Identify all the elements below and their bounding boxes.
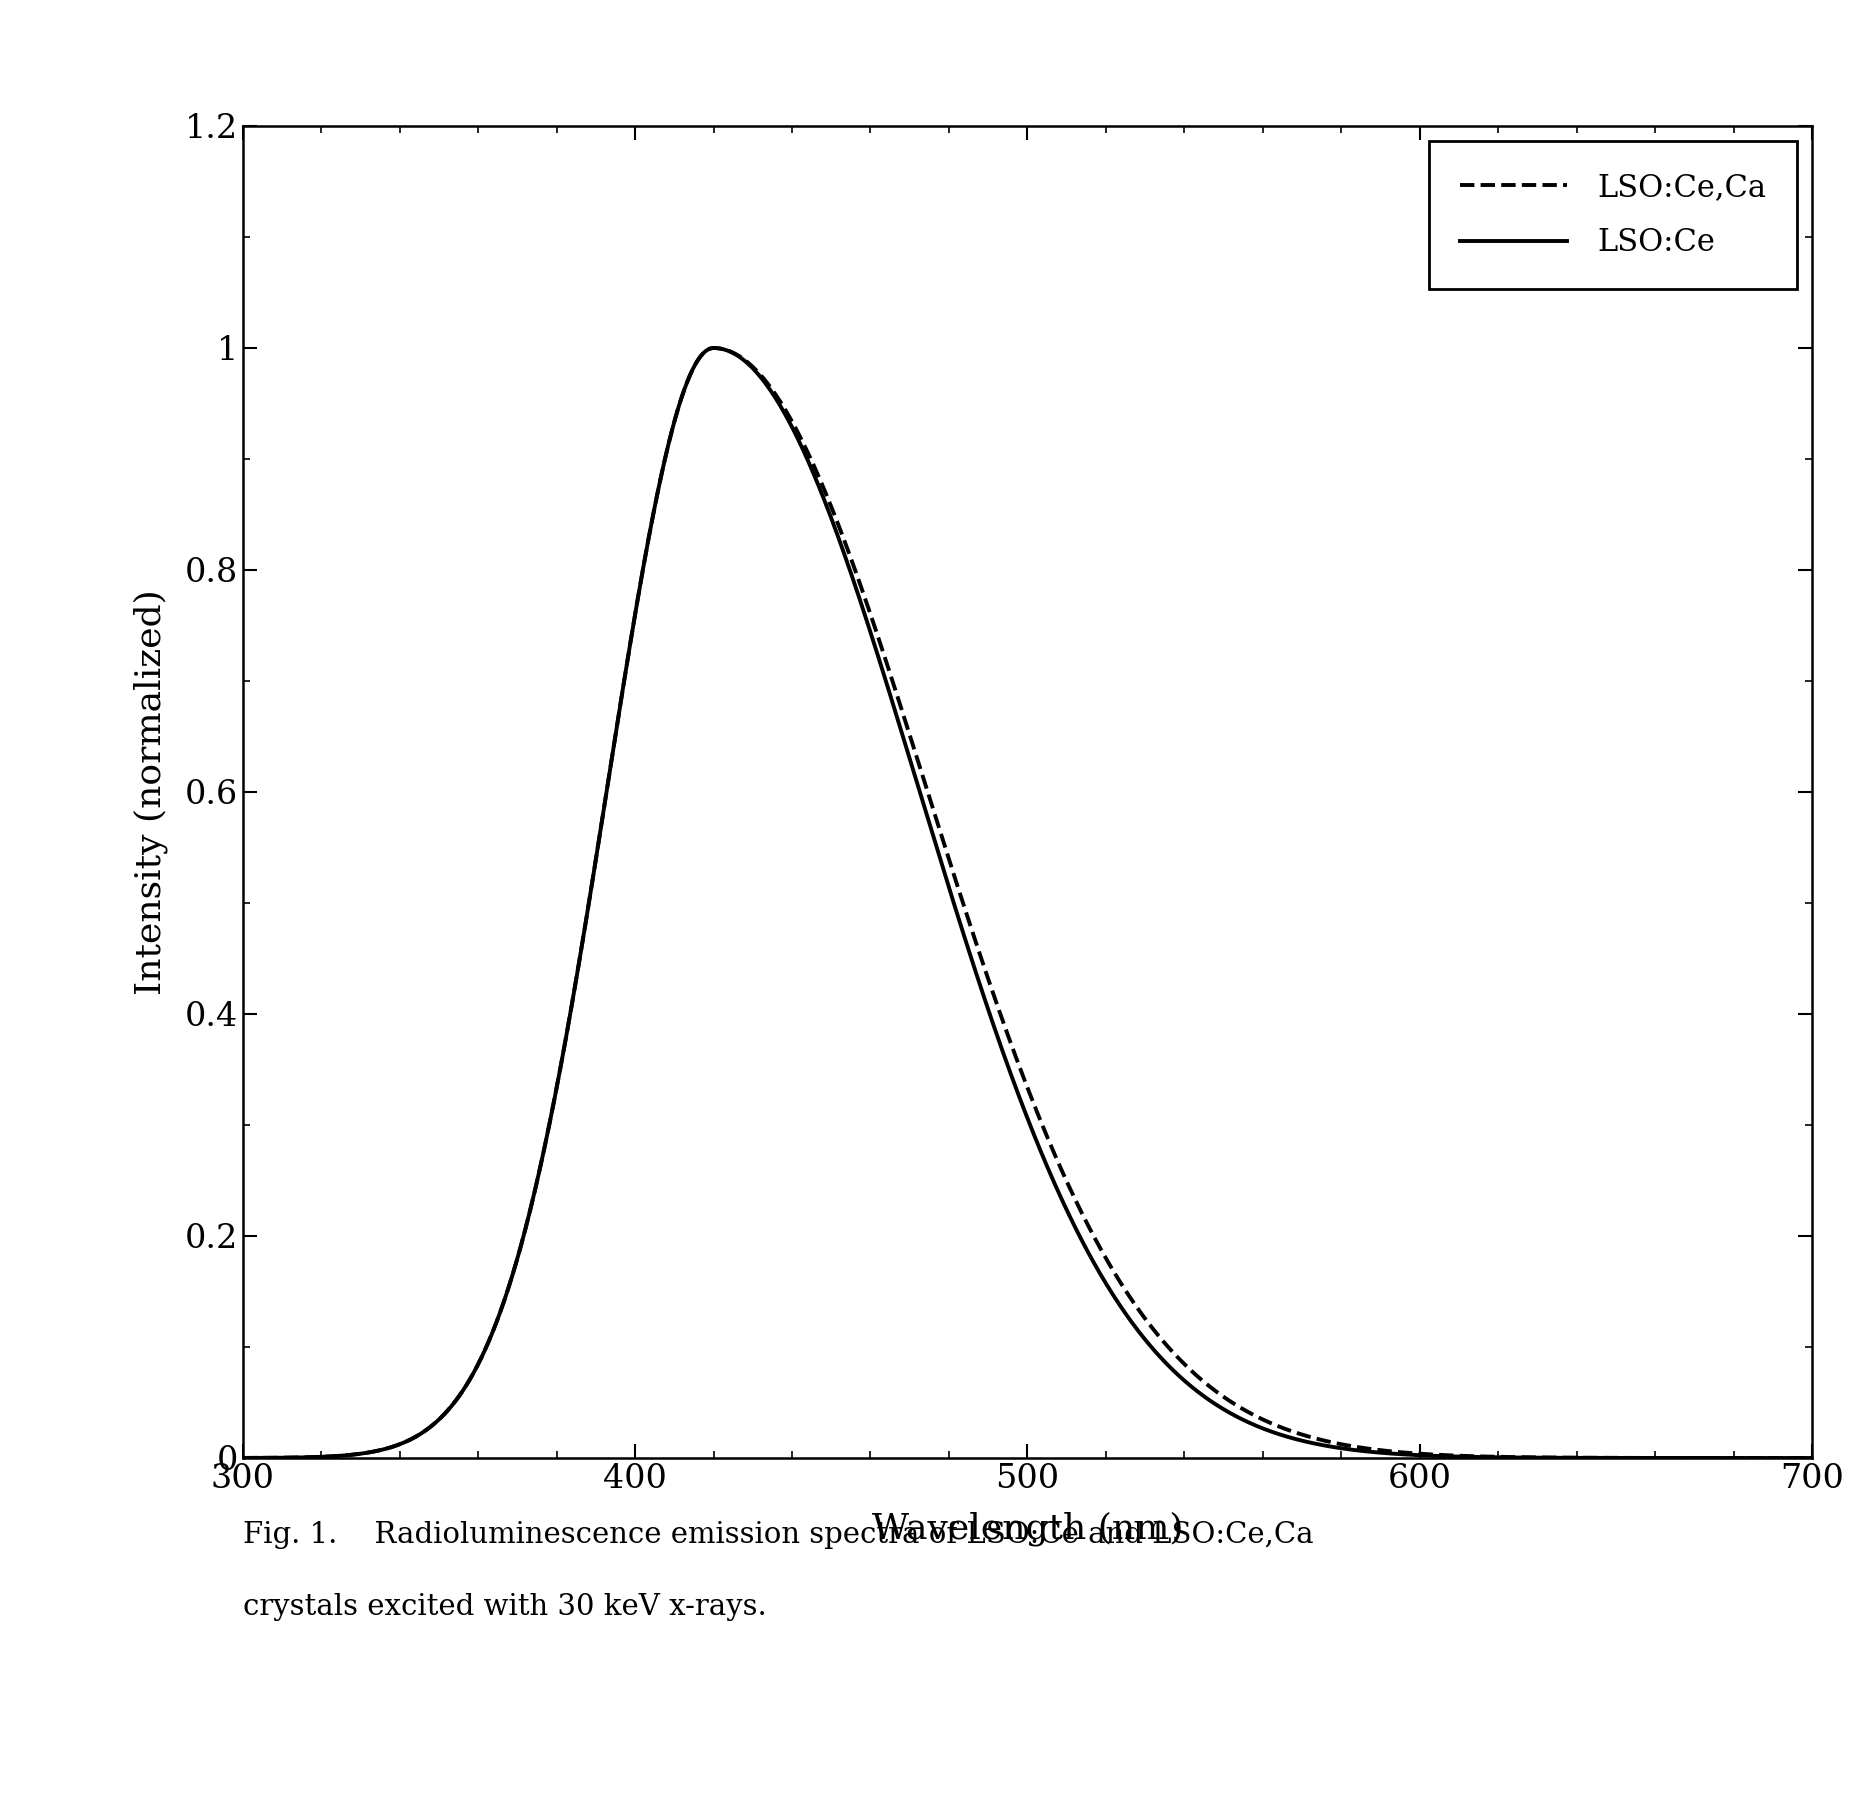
LSO:Ce,Ca [833, 531, 856, 553]
LSO:Ce,Ca [504, 1256, 527, 1278]
LSO:Ce,Ca [232, 1447, 254, 1469]
Line: LSO:Ce,Ca: LSO:Ce,Ca [243, 347, 1812, 1458]
LSO:Ce [702, 337, 725, 358]
X-axis label: Wavelength (nm): Wavelength (nm) [872, 1512, 1182, 1546]
Y-axis label: Intensity (normalized): Intensity (normalized) [133, 589, 168, 995]
LSO:Ce,Ca [1771, 1447, 1793, 1469]
LSO:Ce [833, 545, 856, 567]
LSO:Ce [1771, 1447, 1793, 1469]
Text: Fig. 1.    Radioluminescence emission spectra of LSO:Ce and LSO:Ce,Ca: Fig. 1. Radioluminescence emission spect… [243, 1521, 1313, 1550]
LSO:Ce [902, 760, 925, 781]
LSO:Ce,Ca [702, 337, 725, 358]
LSO:Ce [411, 1422, 433, 1444]
LSO:Ce,Ca [1601, 1447, 1623, 1469]
LSO:Ce [1601, 1447, 1623, 1469]
LSO:Ce,Ca [902, 734, 925, 756]
Text: crystals excited with 30 keV x-rays.: crystals excited with 30 keV x-rays. [243, 1593, 766, 1622]
LSO:Ce,Ca [1801, 1447, 1823, 1469]
Legend: LSO:Ce,Ca, LSO:Ce: LSO:Ce,Ca, LSO:Ce [1429, 140, 1797, 288]
LSO:Ce [1801, 1447, 1823, 1469]
Line: LSO:Ce: LSO:Ce [243, 347, 1812, 1458]
LSO:Ce [232, 1447, 254, 1469]
LSO:Ce [504, 1256, 527, 1278]
LSO:Ce,Ca [411, 1422, 433, 1444]
